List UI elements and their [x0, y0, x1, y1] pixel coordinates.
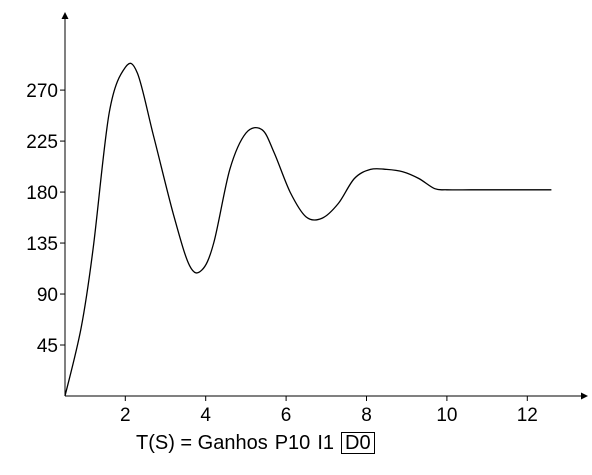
x-tick-label-10: 10 [436, 405, 457, 426]
y-tick-label-180: 180 [26, 183, 58, 204]
y-tick-label-90: 90 [37, 285, 58, 306]
x-tick-label-6: 6 [281, 405, 292, 426]
caption-formula: T(S) = Ganhos [136, 431, 268, 454]
series-line-0 [64, 62, 552, 397]
ticks: 2 4 6 8 10 12 45 90 135 180 225 270 [26, 81, 538, 426]
caption-gain-p: P10 [274, 431, 311, 454]
x-tick-label-12: 12 [517, 405, 538, 426]
x-tick-label-8: 8 [361, 405, 372, 426]
y-axis-arrow [61, 12, 69, 19]
caption-gain-d: D0 [341, 432, 375, 454]
axes [61, 12, 588, 400]
y-tick-label-270: 270 [26, 81, 58, 102]
y-tick-label-225: 225 [26, 132, 58, 153]
chart-caption: T(S) = Ganhos P10 I1 D0 [136, 428, 375, 458]
x-tick-label-4: 4 [200, 405, 211, 426]
y-tick-label-135: 135 [26, 234, 58, 255]
x-tick-label-2: 2 [120, 405, 131, 426]
caption-gain-i: I1 [317, 431, 334, 454]
x-axis-arrow [581, 392, 588, 400]
series-layer [64, 62, 552, 397]
y-tick-label-45: 45 [37, 336, 58, 357]
